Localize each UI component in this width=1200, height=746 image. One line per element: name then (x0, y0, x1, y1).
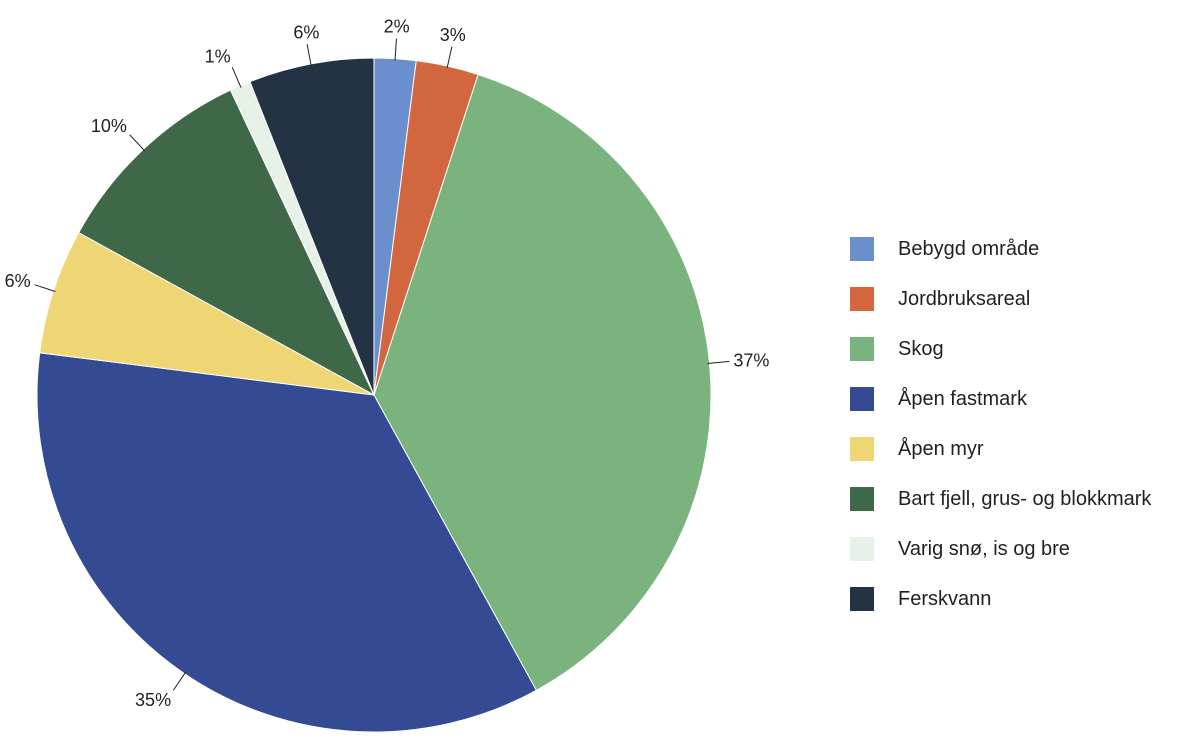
legend-item-apen-fastmark: Åpen fastmark (850, 374, 1151, 424)
legend-label: Åpen fastmark (898, 387, 1027, 410)
leader-line-bart-fjell-grus-og-blokkmark (129, 134, 146, 152)
legend-label: Bebygd område (898, 237, 1040, 260)
legend-item-jordbruksareal: Jordbruksareal (850, 274, 1151, 324)
legend-label: Åpen myr (898, 437, 984, 460)
leader-line-bebygd-omrade (394, 38, 397, 61)
legend-label: Varig snø, is og bre (898, 537, 1070, 560)
leader-line-varig-sno-is-og-bre (231, 67, 242, 88)
legend-item-skog: Skog (850, 324, 1151, 374)
legend-label: Skog (898, 337, 944, 360)
legend-label: Ferskvann (898, 587, 992, 610)
leader-line-apen-myr (34, 284, 56, 292)
legend-swatch (850, 337, 874, 361)
legend-label: Bart fjell, grus- og blokkmark (898, 487, 1152, 510)
legend: Bebygd område Jordbruksareal Skog Åpen fast… (850, 224, 1151, 624)
legend-swatch (850, 387, 874, 411)
legend-swatch (850, 537, 874, 561)
legend-swatch (850, 587, 874, 611)
pct-label-varig-sno-is-og-bre: 1% (205, 46, 231, 66)
leader-line-ferskvann (306, 44, 312, 67)
legend-swatch (850, 487, 874, 511)
pct-label-apen-myr: 6% (5, 271, 31, 291)
legend-swatch (850, 437, 874, 461)
pct-label-skog: 37% (733, 350, 769, 370)
pie-labels: 2% 3% 37% 35% 6% 10% 1% 6% (5, 17, 770, 710)
legend-item-bebygd-omrade: Bebygd område (850, 224, 1151, 274)
legend-item-bart-fjell-grus-og-blokkmark: Bart fjell, grus- og blokkmark (850, 474, 1151, 524)
leader-line-jordbruksareal (446, 46, 453, 69)
legend-swatch (850, 287, 874, 311)
pct-label-jordbruksareal: 3% (440, 25, 466, 45)
pie-slices (36, 57, 712, 733)
pct-label-ferskvann: 6% (293, 23, 319, 43)
pct-label-bart-fjell-grus-og-blokkmark: 10% (91, 116, 127, 136)
legend-item-ferskvann: Ferskvann (850, 574, 1151, 624)
legend-item-varig-sno-is-og-bre: Varig snø, is og bre (850, 524, 1151, 574)
legend-label: Jordbruksareal (898, 287, 1031, 310)
legend-item-apen-myr: Åpen myr (850, 424, 1151, 474)
pct-label-apen-fastmark: 35% (135, 690, 171, 710)
legend-swatch (850, 237, 874, 261)
leader-line-apen-fastmark (172, 671, 187, 691)
pct-label-bebygd-omrade: 2% (384, 17, 410, 37)
leader-line-skog (707, 360, 730, 364)
